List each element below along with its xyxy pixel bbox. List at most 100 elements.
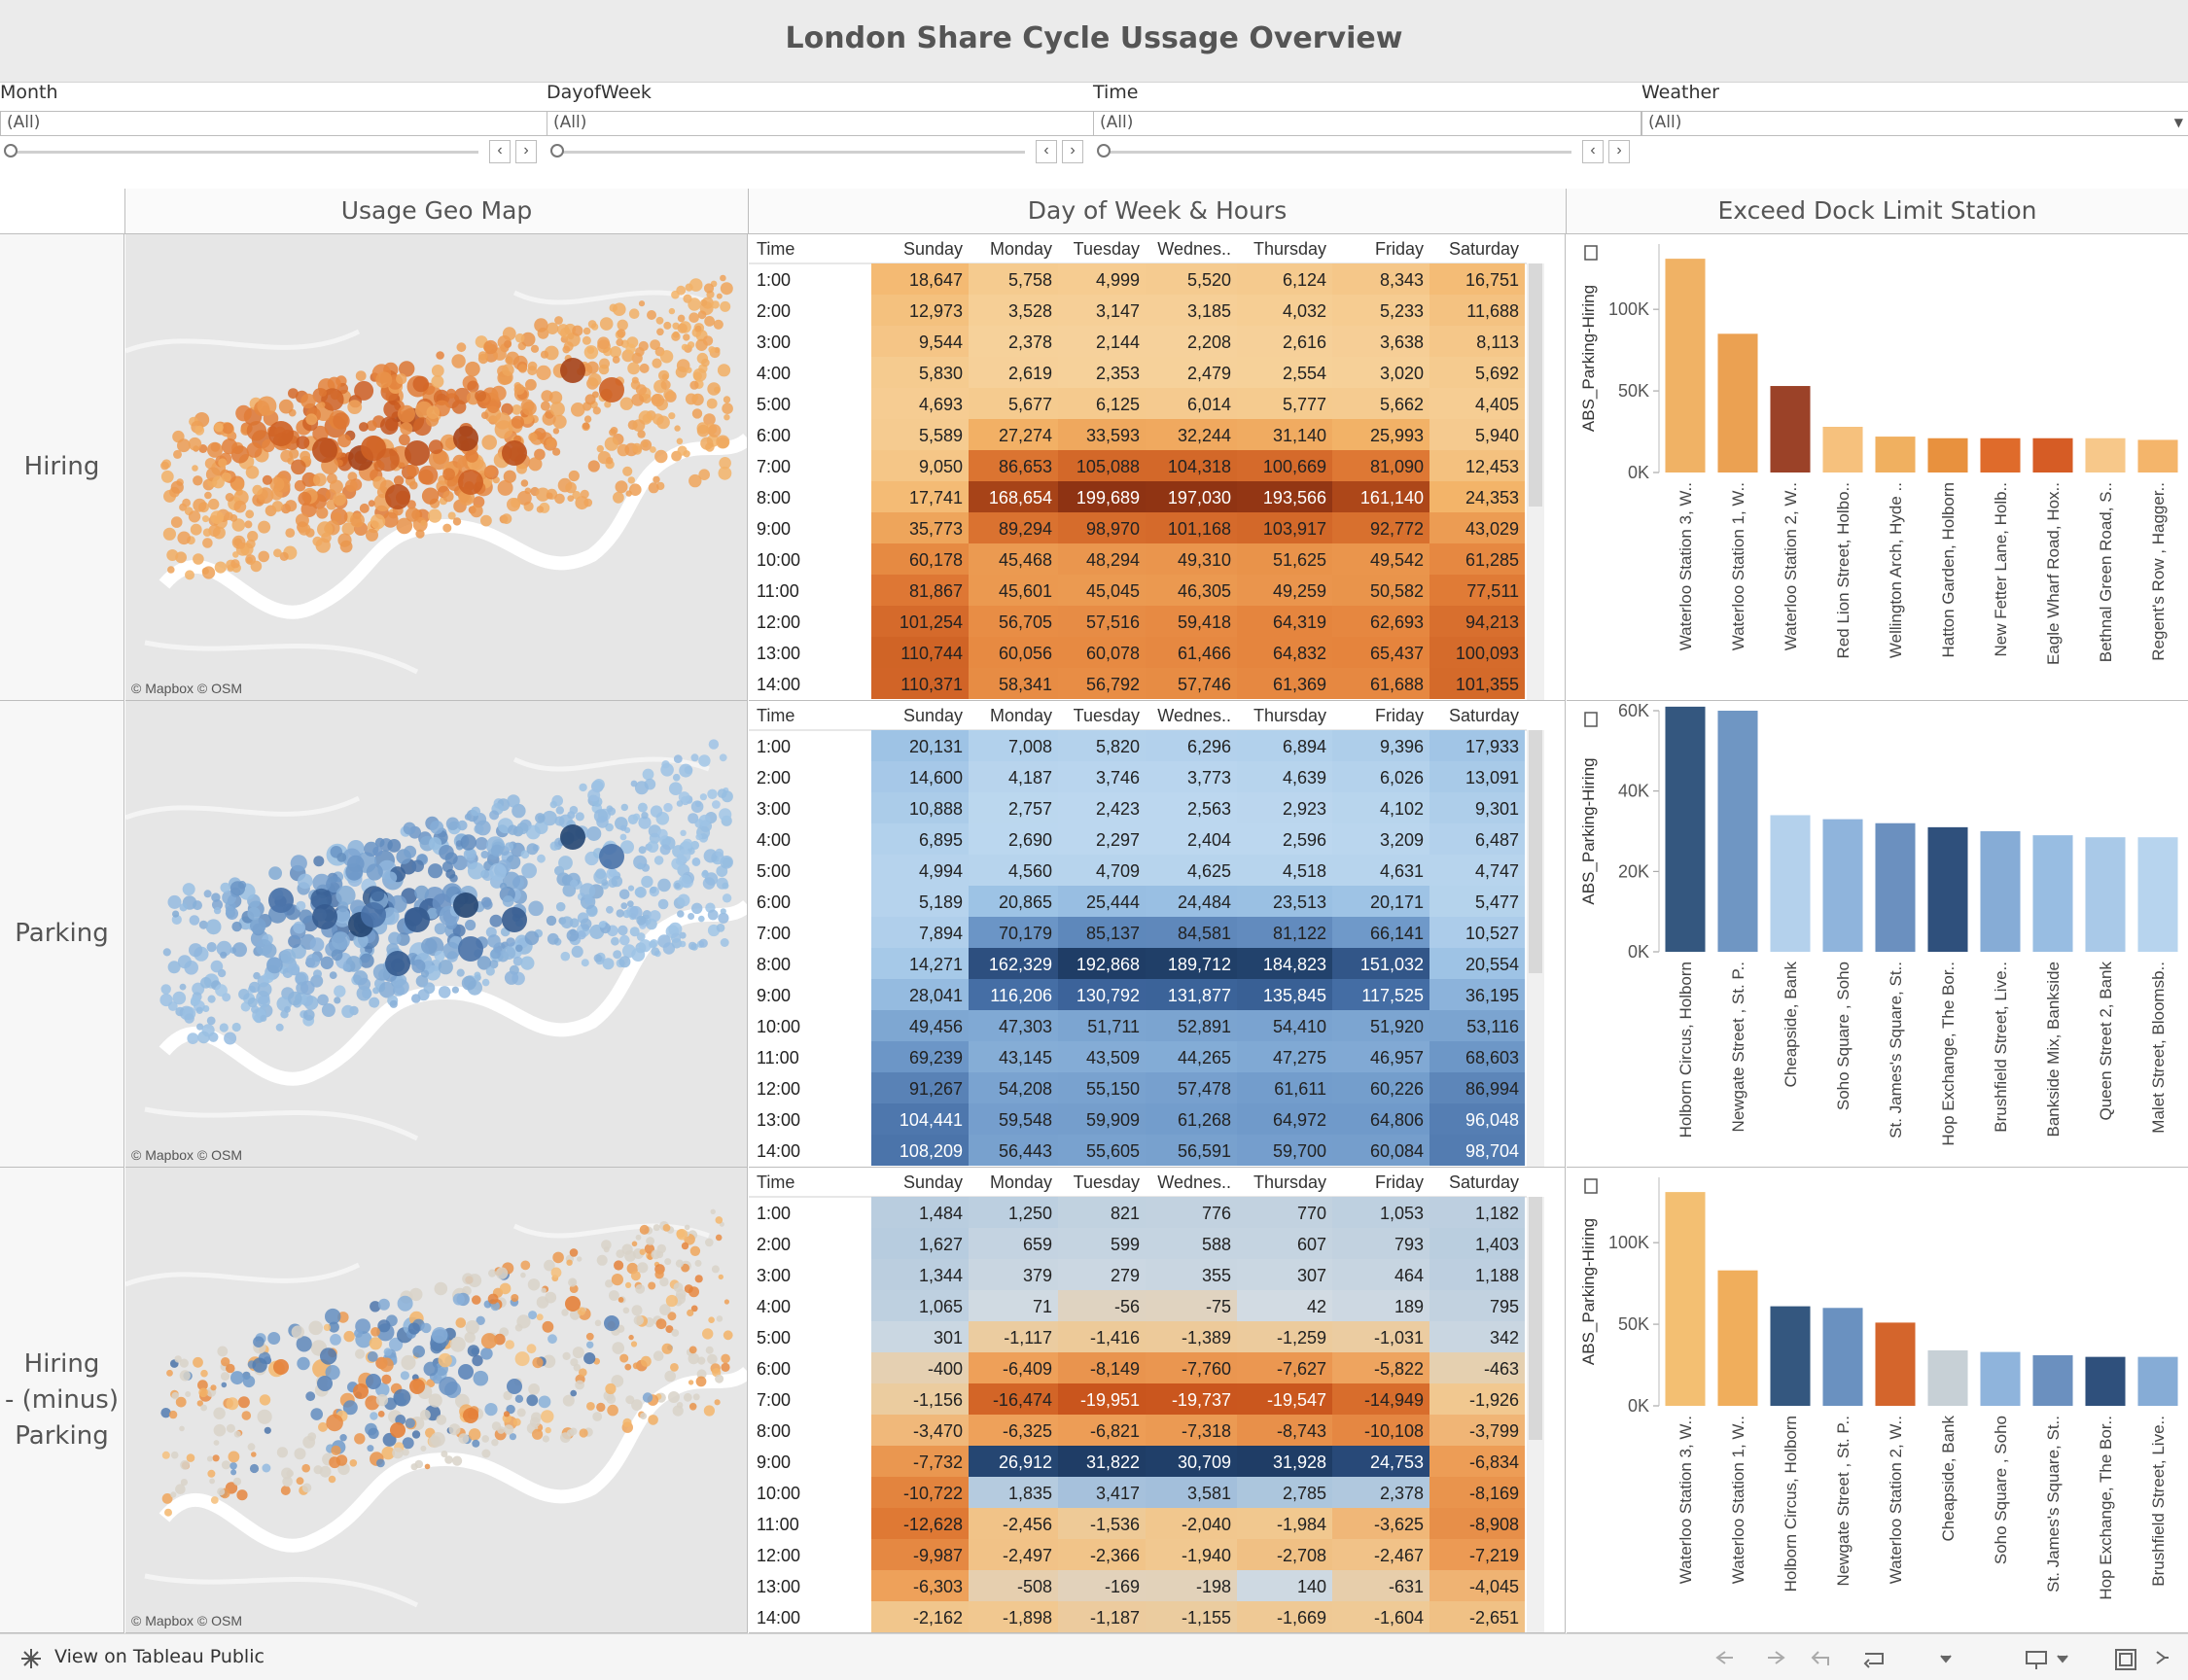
heatmap-cell <box>1429 1290 1525 1321</box>
station-dot <box>298 873 313 890</box>
heatmap-cell <box>1332 1259 1429 1290</box>
station-dot <box>614 1260 624 1271</box>
slider-handle[interactable] <box>550 144 564 158</box>
slider-track[interactable] <box>6 151 478 154</box>
station-dot <box>538 1395 551 1409</box>
heatmap-cell <box>871 792 969 823</box>
slider-handle[interactable] <box>1097 144 1111 158</box>
y-tick-label: 0K <box>1628 1396 1649 1416</box>
cell-value: -8,908 <box>1469 1515 1519 1534</box>
view-on-tableau-link[interactable]: View on Tableau Public <box>54 1646 265 1667</box>
station-dot <box>366 1374 381 1389</box>
cell-value: 464 <box>1394 1266 1424 1285</box>
heatmap-cell <box>969 450 1058 481</box>
station-dot <box>480 851 489 858</box>
heatmap-table-difference[interactable]: Time Sunday Monday Tuesday Wednes.. Thursday F… <box>749 1168 1566 1633</box>
filter-value[interactable]: (All) <box>1093 111 1641 136</box>
heatmap-cell <box>1429 543 1525 575</box>
station-dot <box>516 822 529 835</box>
station-dot <box>359 422 369 432</box>
heatmap-cell <box>1058 295 1146 326</box>
station-dot <box>699 793 708 801</box>
x-tick-label: Regent's Row , Hagger.. <box>2149 482 2168 661</box>
heatmap-cell <box>1429 1352 1525 1383</box>
next-arrow-icon[interactable]: › <box>1608 140 1630 163</box>
cell-value: 9,396 <box>1380 737 1424 756</box>
heatmap-cell <box>1332 1446 1429 1477</box>
cell-value: 70,179 <box>999 924 1052 943</box>
station-dot <box>450 1336 466 1352</box>
station-dot <box>688 312 699 323</box>
filter-time[interactable]: Time (All) ‹ › <box>1093 80 1641 173</box>
station-dot <box>414 1459 424 1469</box>
cell-value: 599 <box>1111 1235 1140 1254</box>
station-dot <box>607 1404 618 1417</box>
slider-track[interactable] <box>552 151 1025 154</box>
station-dot <box>723 1299 730 1305</box>
heatmap-table-parking[interactable]: Time Sunday Monday Tuesday Wednes.. Thursday F… <box>749 701 1566 1168</box>
station-dot <box>262 474 272 485</box>
heatmap-cell <box>1058 948 1146 979</box>
prev-arrow-icon[interactable]: ‹ <box>489 140 511 163</box>
prev-arrow-icon[interactable]: ‹ <box>1582 140 1604 163</box>
station-dot <box>592 779 605 790</box>
geo-map-hiring[interactable]: © Mapbox © OSM <box>125 234 748 701</box>
slider-handle[interactable] <box>4 144 18 158</box>
slider-track[interactable] <box>1099 151 1571 154</box>
heatmap-cell <box>871 948 969 979</box>
heatmap-cell <box>871 855 969 886</box>
station-dot <box>662 1224 671 1232</box>
cell-value: 91,267 <box>909 1079 963 1099</box>
bar-chart-parking[interactable]: ABS_Parking-Hiring 60K 40K 20K 0K Holborn Cir… <box>1567 701 2188 1168</box>
filter-dayofweek[interactable]: DayofWeek (All) ‹ › <box>547 80 1095 173</box>
heatmap-cell <box>1237 637 1332 668</box>
heatmap-cell <box>1146 886 1237 917</box>
station-dot <box>256 939 273 956</box>
station-dot <box>160 1408 171 1418</box>
station-dot <box>512 803 526 819</box>
filter-month[interactable]: Month (All) ‹ › <box>0 80 548 173</box>
cell-value: -6,821 <box>1090 1421 1140 1441</box>
station-dot <box>581 959 589 967</box>
station-dot <box>330 1334 341 1346</box>
station-dot <box>520 1260 531 1271</box>
filter-value[interactable]: (All) <box>547 111 1095 136</box>
column-header: Saturday <box>1449 239 1519 259</box>
bar-chart-difference[interactable]: ABS_Parking-Hiring 100K 50K 0K Waterloo Stat… <box>1567 1168 2188 1633</box>
station-dot <box>242 1375 256 1388</box>
station-dot <box>582 422 590 430</box>
station-dot <box>647 840 659 853</box>
station-dot <box>517 364 528 373</box>
station-dot <box>715 848 724 858</box>
next-arrow-icon[interactable]: › <box>515 140 537 163</box>
station-dot <box>451 986 459 994</box>
station-dot <box>393 475 405 486</box>
weather-dropdown[interactable]: (All) ▼ <box>1641 111 2188 136</box>
station-dot <box>428 1435 441 1449</box>
bar-chart-hiring[interactable]: ABS_Parking-Hiring 100K 50K 0K Waterloo Stat… <box>1567 234 2188 701</box>
next-arrow-icon[interactable]: › <box>1062 140 1083 163</box>
heatmap-table-hiring[interactable]: Time Sunday Monday Tuesday Wednes.. Thursday F… <box>749 234 1566 701</box>
heatmap-cell <box>1058 1539 1146 1570</box>
heatmap-cell <box>1332 1477 1429 1508</box>
station-dot <box>698 469 710 480</box>
station-dot <box>719 457 731 470</box>
heatmap-cell <box>1332 792 1429 823</box>
geo-map-parking[interactable]: © Mapbox © OSM <box>125 701 748 1168</box>
heatmap-cell <box>969 948 1058 979</box>
prev-arrow-icon[interactable]: ‹ <box>1036 140 1057 163</box>
station-dot <box>703 283 715 294</box>
cell-value: 86,653 <box>999 457 1052 476</box>
heatmap-cell <box>1058 1601 1146 1632</box>
cell-value: 355 <box>1202 1266 1231 1285</box>
heatmap-cell <box>871 1570 969 1601</box>
station-dot <box>426 907 439 920</box>
filter-value[interactable]: (All) <box>0 111 548 136</box>
station-dot <box>175 1396 187 1408</box>
cell-value: 3,773 <box>1187 768 1231 788</box>
station-dot <box>636 915 647 926</box>
column-header: Wednes.. <box>1157 706 1231 725</box>
geo-map-difference[interactable]: © Mapbox © OSM <box>125 1168 748 1633</box>
filter-weather[interactable]: Weather (All) ▼ <box>1641 80 2188 173</box>
station-dot <box>412 375 430 393</box>
